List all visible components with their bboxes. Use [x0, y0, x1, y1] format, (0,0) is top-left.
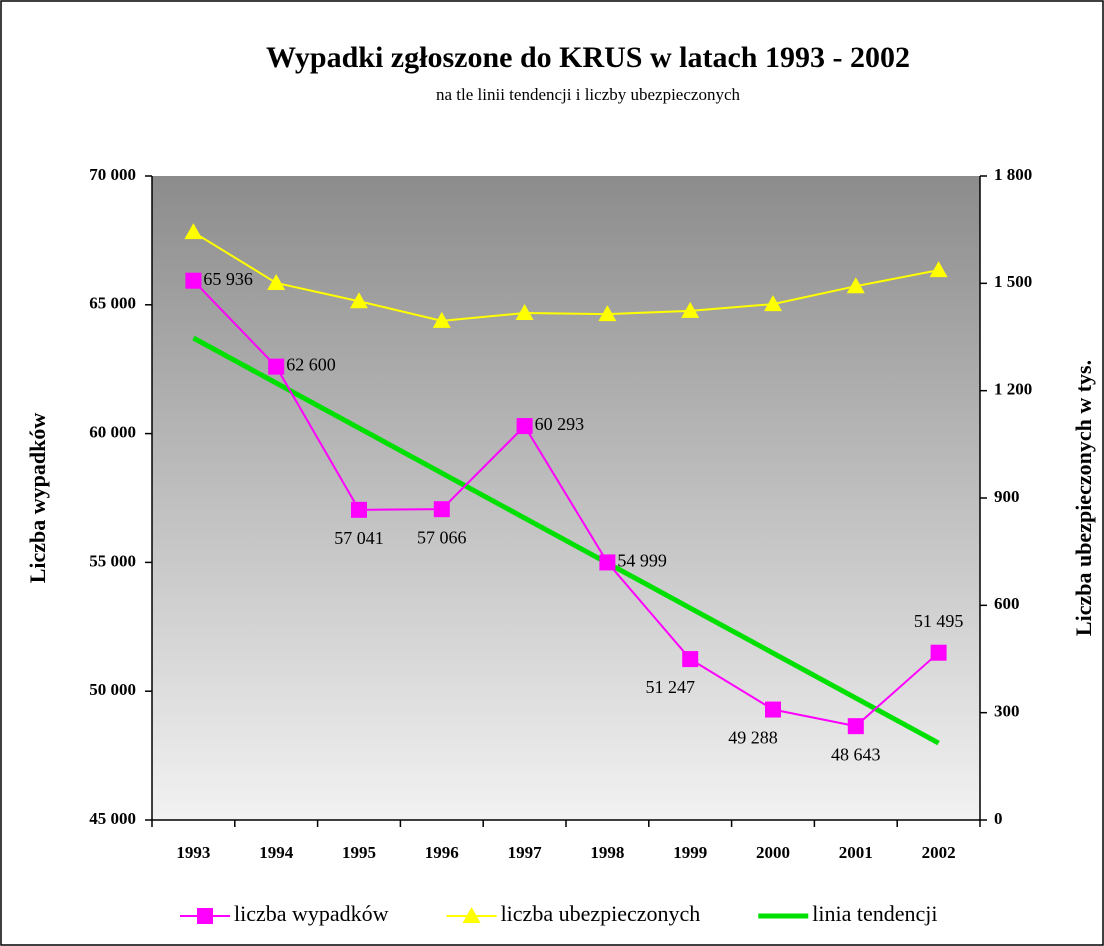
data-label: 54 999 [617, 551, 667, 571]
marker [350, 292, 368, 309]
marker [681, 301, 700, 318]
marker [351, 501, 367, 518]
marker [185, 272, 202, 289]
plot-area [152, 176, 980, 820]
marker [764, 295, 782, 312]
marker [929, 261, 948, 278]
marker [515, 304, 534, 321]
y-tick-label: 65 000 [89, 294, 136, 313]
legend-label: liczba ubezpieczonych [501, 901, 701, 926]
plot: 45 000 50 000 55 000 60 000 65 000 70 000 0 300… [89, 165, 1032, 926]
data-label: 60 293 [535, 414, 585, 434]
y2-tick-label: 900 [994, 487, 1020, 506]
marker [599, 554, 616, 571]
marker [432, 311, 451, 328]
data-label: 57 041 [334, 528, 384, 548]
data-label: 57 066 [417, 527, 467, 547]
y-axis-label: Liczba wypadków [25, 413, 50, 584]
x-tick-label: 1995 [342, 843, 376, 862]
legend-label: linia tendencji [812, 901, 937, 926]
data-label: 62 600 [286, 355, 336, 375]
marker [847, 718, 864, 735]
y2-tick-label: 1 800 [994, 165, 1032, 184]
x-tick-label: 1999 [673, 843, 707, 862]
data-label: 51 247 [645, 677, 695, 697]
chart-subtitle: na tle linii tendencji i liczby ubezpiec… [436, 85, 740, 104]
x-tick-label: 1998 [590, 843, 624, 862]
legend-marker [197, 908, 213, 924]
marker [268, 358, 285, 375]
marker [598, 305, 617, 322]
y2-tick-label: 300 [994, 702, 1020, 721]
y2-tick-label: 1 200 [994, 380, 1032, 399]
x-tick-label: 1994 [259, 843, 294, 862]
data-label: 51 495 [914, 611, 964, 631]
line-series [192, 231, 939, 322]
y2-tick-label: 1 500 [994, 272, 1032, 291]
y2-axis-label: Liczba ubezpieczonych w tys. [1071, 360, 1096, 636]
y2-tick-label: 600 [994, 594, 1020, 613]
marker [846, 277, 865, 294]
data-label: 48 643 [831, 744, 881, 764]
y-tick-label: 50 000 [89, 680, 136, 699]
marker [930, 644, 947, 661]
y-tick-label: 45 000 [89, 809, 136, 828]
marker [433, 501, 450, 518]
x-tick-label: 2001 [839, 843, 873, 862]
y2-tick-label: 0 [994, 809, 1003, 828]
marker [682, 651, 699, 668]
chart-title: Wypadki zgłoszone do KRUS w latach 1993 … [266, 41, 910, 74]
x-tick-label: 1997 [508, 843, 543, 862]
data-label: 49 288 [728, 728, 778, 748]
x-tick-label: 1996 [425, 843, 459, 862]
data-label: 65 936 [203, 269, 253, 289]
line-series [192, 279, 940, 728]
y-tick-label: 70 000 [89, 165, 136, 184]
marker [765, 701, 781, 718]
legend-marker [462, 907, 481, 923]
marker [184, 223, 203, 240]
x-tick-label: 1993 [176, 843, 210, 862]
legend-label: liczba wypadków [234, 901, 389, 926]
marker [267, 273, 286, 290]
y-tick-label: 60 000 [89, 423, 136, 442]
line-trend [192, 335, 940, 746]
x-tick-label: 2002 [922, 843, 956, 862]
marker [516, 418, 533, 435]
x-tick-label: 2000 [756, 843, 790, 862]
y-tick-label: 55 000 [89, 551, 136, 570]
